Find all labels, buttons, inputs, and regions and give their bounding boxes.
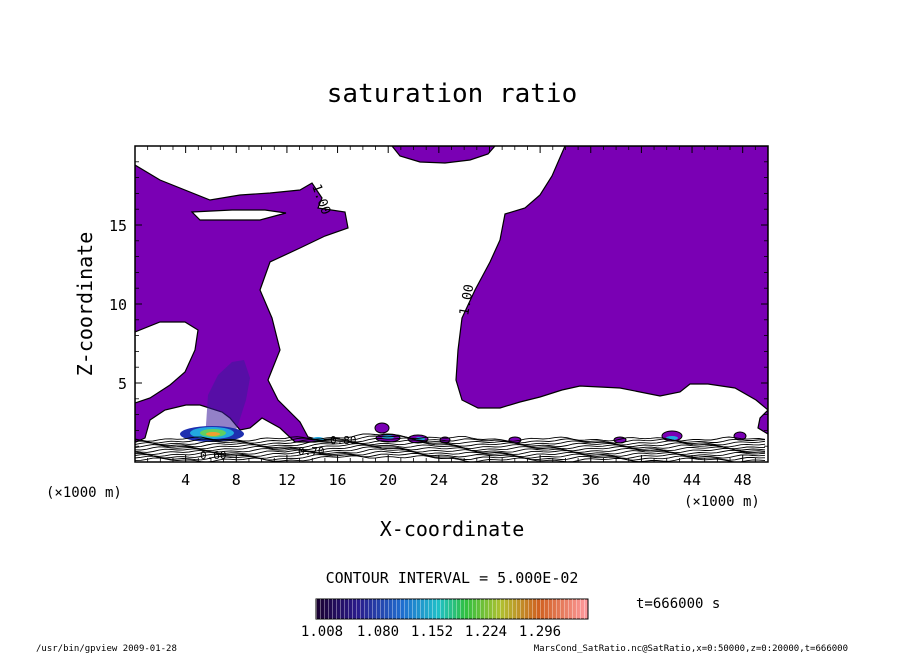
- colorbar-tick: 1.080: [357, 624, 399, 640]
- x-tick-label: 44: [683, 471, 701, 489]
- saturation-core: [180, 360, 678, 442]
- contour-label: 0.60: [200, 449, 227, 462]
- x-ticks: 4 8 12 16 20 24 28 32 36 40 44 48: [147, 146, 756, 489]
- ground-contour-line: [135, 435, 766, 444]
- contour-label: 0.70: [298, 445, 325, 458]
- x-axis-label: X-coordinate: [380, 517, 525, 541]
- core-plume: [205, 360, 250, 440]
- upper-left-purple-region: [135, 164, 349, 443]
- x-tick-label: 36: [582, 471, 600, 489]
- contour-label: 0.80: [330, 434, 357, 447]
- left-band-gap: [190, 209, 287, 221]
- y-axis-label: Z-coordinate: [73, 232, 97, 377]
- ground-contour-line: [135, 444, 766, 454]
- x-tick-label: 32: [531, 471, 549, 489]
- right-edge-blob: [757, 409, 768, 435]
- ground-contour-line: [135, 455, 766, 462]
- y-tick-label: 15: [109, 217, 127, 235]
- ground-contour-lines: [135, 433, 766, 462]
- footer-left: /usr/bin/gpview 2009-01-28: [36, 644, 177, 654]
- ground-contour-line: [135, 450, 766, 459]
- x-tick-label: 48: [734, 471, 752, 489]
- x-tick-label: 24: [430, 471, 448, 489]
- core-hot: [206, 432, 220, 436]
- ground-contour-line: [135, 439, 766, 448]
- colorbar-tick: 1.296: [519, 624, 561, 640]
- colorbar-stripes: [316, 599, 588, 619]
- x-tick-label: 16: [329, 471, 347, 489]
- contour-label: 1.00: [457, 283, 477, 316]
- ground-contour-line: [135, 433, 766, 442]
- colorbar-tick: 1.008: [301, 624, 343, 640]
- left-cavity: [135, 321, 199, 404]
- x-tick-label: 20: [379, 471, 397, 489]
- x-tick-label: 4: [181, 471, 190, 489]
- ground-contour-line: [135, 441, 765, 450]
- ground-contour-line: [135, 437, 766, 446]
- ground-contour-line: [135, 448, 766, 457]
- blob: [374, 422, 390, 434]
- colorbar-tick: 1.224: [465, 624, 507, 640]
- ground-contour-line: [135, 443, 766, 452]
- contour-interval: CONTOUR INTERVAL = 5.000E-02: [326, 569, 579, 587]
- x-tick-label: 28: [480, 471, 498, 489]
- contour-fill: [135, 146, 768, 443]
- contour-labels: 1.00 1.00 0.60 0.70 0.80: [200, 182, 477, 462]
- x-unit-left: (×1000 m): [46, 485, 122, 501]
- y-tick-label: 5: [118, 375, 127, 393]
- ground-contour-line: [135, 446, 765, 456]
- x-unit-right: (×1000 m): [684, 494, 760, 510]
- right-purple-region: [455, 146, 768, 411]
- ground-contour-line: [135, 452, 766, 461]
- colorbar: 1.008 1.080 1.152 1.224 1.296: [301, 598, 589, 640]
- chart-title: saturation ratio: [327, 79, 577, 109]
- x-tick-label: 40: [632, 471, 650, 489]
- x-tick-label: 8: [232, 471, 241, 489]
- x-tick-label: 12: [278, 471, 296, 489]
- top-center-purple-region: [391, 146, 496, 164]
- footer-right: MarsCond_SatRatio.nc@SatRatio,x=0:50000,…: [534, 644, 848, 654]
- colorbar-tick: 1.152: [411, 624, 453, 640]
- y-ticks: 5 10 15: [109, 161, 768, 447]
- y-tick-label: 10: [109, 296, 127, 314]
- time-label: t=666000 s: [636, 596, 720, 612]
